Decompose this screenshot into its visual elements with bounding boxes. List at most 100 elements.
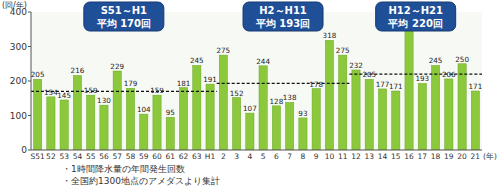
average-lines	[31, 74, 482, 91]
x-tick-label: 54	[73, 152, 83, 161]
bar	[352, 70, 360, 150]
data-label: 229	[110, 62, 124, 71]
x-tick-label: 58	[126, 152, 136, 161]
x-tick-label: 4	[247, 152, 252, 161]
bar	[312, 89, 320, 150]
x-tick-label: 55	[86, 152, 96, 161]
x-tick-label: H1	[205, 152, 216, 161]
x-axis-label: (年)	[483, 152, 497, 161]
note: ・1時間降水量の年間発生回数	[62, 164, 185, 174]
x-tick-label: 53	[59, 152, 69, 161]
data-label: 93	[298, 109, 307, 118]
x-axis	[31, 150, 482, 151]
x-tick-label: 60	[152, 152, 162, 161]
bar	[458, 64, 466, 150]
x-tick-label: 9	[314, 152, 319, 161]
bar	[418, 83, 426, 150]
period-average: 平均 193回	[255, 18, 310, 29]
x-tick-label: 63	[192, 152, 202, 161]
bar	[232, 98, 240, 150]
data-label: 178	[309, 80, 323, 89]
data-label: 275	[336, 46, 350, 55]
bar	[431, 65, 439, 150]
x-tick-label: 5	[261, 152, 266, 161]
data-label: 130	[97, 96, 111, 105]
y-tick-label: 200	[10, 76, 27, 86]
y-tick-label: 100	[10, 111, 27, 121]
data-label: 159	[150, 86, 164, 95]
data-label: 145	[57, 91, 71, 100]
y-axis	[31, 12, 32, 150]
period-box	[84, 2, 164, 31]
bar	[100, 105, 108, 150]
bar	[206, 84, 214, 150]
x-tick-label: 6	[274, 152, 279, 161]
x-tick-label: 57	[112, 152, 122, 161]
period-title: H2～H11	[259, 5, 307, 16]
x-tick-label: 59	[139, 152, 149, 161]
bar	[34, 79, 42, 150]
bar	[365, 79, 373, 150]
x-tick-label: S51	[30, 152, 45, 161]
period-average: 平均 170回	[96, 18, 151, 29]
bar	[392, 91, 400, 150]
data-label: 107	[243, 104, 257, 113]
data-label: 128	[270, 97, 284, 106]
bar	[73, 75, 81, 150]
x-tick-label: 18	[431, 152, 441, 161]
data-label: 171	[389, 82, 403, 91]
x-tick-label: 2	[221, 152, 226, 161]
data-label: 275	[216, 46, 230, 55]
period-title: H12～H21	[388, 5, 443, 16]
bar	[60, 100, 68, 150]
bar	[126, 88, 134, 150]
data-label: 154	[44, 88, 58, 97]
y-tick-label: 300	[10, 42, 27, 52]
bar	[405, 28, 413, 150]
bar	[179, 88, 187, 150]
data-label: 245	[429, 56, 443, 65]
bar	[153, 95, 161, 150]
data-label: 205	[31, 70, 45, 79]
data-label: 159	[84, 86, 98, 95]
data-label: 216	[71, 66, 85, 75]
bar	[259, 66, 267, 150]
x-tick-label: 19	[444, 152, 454, 161]
x-tick-label: 12	[351, 152, 361, 161]
note: ・全国約1300地点のアメダスより集計	[62, 176, 220, 186]
bar	[471, 91, 479, 150]
y-tick-label: 0	[21, 145, 27, 155]
data-label: 171	[469, 82, 483, 91]
bar	[246, 113, 254, 150]
data-label: 95	[166, 108, 175, 117]
x-tick-label: 13	[364, 152, 374, 161]
x-tick-label: 52	[46, 152, 56, 161]
x-tick-label: 61	[166, 152, 176, 161]
bar	[47, 97, 55, 150]
bar	[339, 55, 347, 150]
data-label: 250	[455, 55, 469, 64]
x-tick-label: 56	[99, 152, 109, 161]
x-tick-label: 16	[404, 152, 414, 161]
bar	[113, 71, 121, 150]
data-label: 206	[442, 70, 456, 79]
x-tick-label: 62	[179, 152, 189, 161]
bars	[34, 28, 480, 150]
x-tick-label: 15	[391, 152, 401, 161]
data-label: 152	[230, 89, 244, 98]
y-axis-label: (回/年)	[2, 1, 27, 10]
period-average: 平均 220回	[387, 18, 442, 29]
x-tick-label: 14	[378, 152, 388, 161]
bar	[272, 106, 280, 150]
data-label: 245	[190, 56, 204, 65]
bar	[140, 114, 148, 150]
data-label: 181	[177, 79, 191, 88]
x-tick-label: 10	[325, 152, 335, 161]
x-tick-label: 21	[471, 152, 481, 161]
x-tick-label: 11	[338, 152, 348, 161]
data-label: 244	[256, 57, 270, 66]
x-tick-label: 8	[301, 152, 306, 161]
bar	[87, 95, 95, 150]
data-label: 193	[415, 74, 429, 83]
bar	[299, 118, 307, 150]
